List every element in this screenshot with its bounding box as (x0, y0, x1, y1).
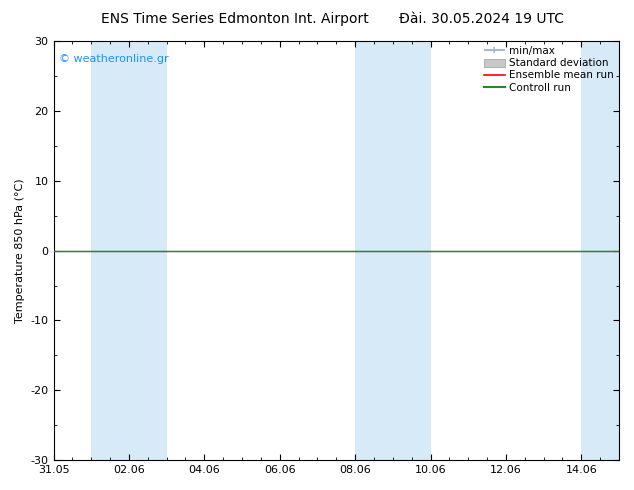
Bar (581, 41, 619, 460)
Bar (355, 41, 430, 460)
Legend: min/max, Standard deviation, Ensemble mean run, Controll run: min/max, Standard deviation, Ensemble me… (482, 44, 616, 95)
Text: Đài. 30.05.2024 19 UTC: Đài. 30.05.2024 19 UTC (399, 12, 564, 26)
Text: ENS Time Series Edmonton Int. Airport: ENS Time Series Edmonton Int. Airport (101, 12, 368, 26)
Text: © weatheronline.gr: © weatheronline.gr (59, 53, 169, 64)
Y-axis label: Temperature 850 hPa (°C): Temperature 850 hPa (°C) (15, 178, 25, 323)
Bar (91, 41, 167, 460)
